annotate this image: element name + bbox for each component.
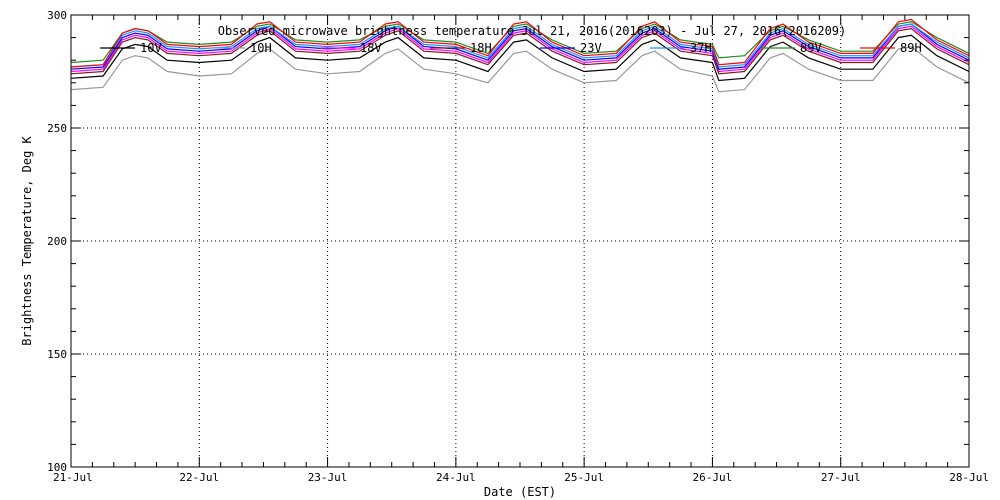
series-line-23v (70, 23, 970, 70)
series-line-18v (70, 25, 970, 73)
x-tick-label: 25-Jul (564, 471, 604, 484)
x-tick-label: 24-Jul (436, 471, 476, 484)
series-line-89v (70, 21, 970, 64)
legend-label-18v: 18V (360, 41, 382, 55)
x-tick-label: 28-Jul (949, 471, 989, 484)
y-tick-label: 250 (47, 122, 67, 135)
series-line-18h (70, 27, 970, 75)
legend-label-37h: 37H (690, 41, 712, 55)
series-line-89h (70, 18, 970, 68)
series-layer (70, 18, 970, 93)
legend-label-89h: 89H (900, 41, 922, 55)
y-tick-label: 200 (47, 235, 67, 248)
y-tick-label: 100 (47, 461, 67, 474)
x-tick-label: 23-Jul (308, 471, 348, 484)
legend-label-89v: 89V (800, 41, 822, 55)
series-line-10v (70, 34, 970, 82)
tick-layer: 100 150 200 250 300 21-Jul 22-Jul 23-Jul 24-Jul 2… (47, 9, 989, 484)
x-axis-title: Date (EST) (484, 485, 556, 499)
x-tick-label: 27-Jul (821, 471, 861, 484)
legend-layer: 10V 10H 18V 18H 23V 37H 89V 89H (100, 41, 922, 55)
series-line-37h (70, 23, 970, 68)
series-line-10h (70, 45, 970, 93)
x-tick-label: 22-Jul (179, 471, 219, 484)
y-tick-label: 300 (47, 9, 67, 22)
chart-title: Observed microwave brightness temperatur… (218, 24, 847, 38)
legend-label-23v: 23V (580, 41, 602, 55)
legend-label-18h: 18H (470, 41, 492, 55)
grid-layer (71, 15, 969, 467)
x-tick-label: 21-Jul (53, 471, 93, 484)
y-tick-label: 150 (47, 348, 67, 361)
x-tick-label: 26-Jul (693, 471, 733, 484)
y-axis-title: Brightness Temperature, Deg K (20, 135, 34, 345)
legend-label-10h: 10H (250, 41, 272, 55)
legend-label-10v: 10V (140, 41, 162, 55)
